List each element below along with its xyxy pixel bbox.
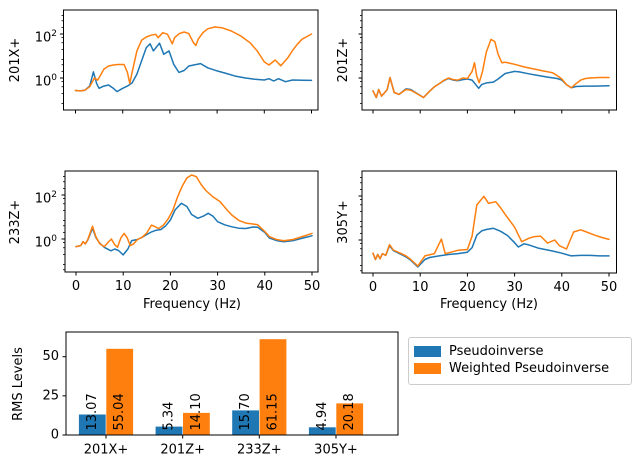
bar-pseudoinverse [155, 426, 183, 435]
legend-label-weighted-pseudoinverse: Weighted Pseudoinverse [449, 361, 610, 376]
x-tick-label: 50 [601, 280, 618, 295]
bar-value-label: 14.10 [189, 393, 204, 430]
line-series-weighted-pseudoinverse [74, 26, 313, 92]
bar-pseudoinverse [232, 410, 259, 435]
x-tick-label: 30 [209, 279, 226, 294]
ytick-exp: 0 [51, 73, 57, 83]
axes-frame [63, 9, 319, 111]
bar-weighted-pseudoinverse [106, 348, 134, 435]
bar-pseudoinverse [308, 427, 336, 435]
ytick-label-1e2-top: 102 [35, 25, 57, 47]
ytick-label-1e0-mid: 100 [35, 230, 57, 252]
ytick-exp: 2 [51, 29, 57, 39]
x-tick-label: 30 [506, 280, 523, 295]
ylabel-201X: 201X+ [8, 37, 23, 83]
bar-weighted-pseudoinverse [259, 339, 287, 435]
bar-pseudoinverse [78, 414, 106, 435]
bar-value-label: 20.18 [342, 393, 357, 430]
ytick-base: 10 [34, 191, 52, 207]
bar-y-tick-label: 25 [42, 388, 59, 403]
ytick-base: 10 [34, 74, 52, 90]
ytick-label-1e2-mid: 102 [35, 186, 57, 208]
legend-label-pseudoinverse: Pseudoinverse [449, 344, 544, 359]
bar-value-label: 5.34 [162, 402, 177, 431]
ylabel-rms-levels: RMS Levels [11, 347, 26, 421]
axes-frame [361, 9, 617, 111]
bar-weighted-pseudoinverse [183, 412, 210, 435]
legend: Pseudoinverse Weighted Pseudoinverse [408, 337, 632, 385]
x-tick-label: 10 [115, 279, 132, 294]
line-series-weighted-pseudoinverse [372, 38, 610, 99]
ytick-exp: 2 [51, 190, 57, 200]
axes-frame [64, 170, 319, 273]
ytick-label-1e0-top: 100 [35, 69, 57, 91]
bar-y-tick-label: 0 [51, 428, 59, 443]
bar-category-label: 233Z+ [237, 443, 282, 458]
line-series-pseudoinverse [74, 42, 313, 93]
line-series-pseudoinverse [75, 202, 313, 256]
ytick-base: 10 [34, 30, 52, 46]
bar-category-label: 201X+ [84, 443, 129, 458]
line-series-weighted-pseudoinverse [372, 195, 610, 267]
ytick-base: 10 [34, 235, 52, 251]
x-tick-label: 40 [257, 279, 274, 294]
legend-swatch-blue [414, 346, 441, 357]
x-tick-label: 50 [304, 279, 321, 294]
bar-value-label: 61.15 [266, 393, 281, 430]
bar-category-label: 201Z+ [160, 443, 205, 458]
ytick-exp: 0 [51, 234, 57, 244]
axes-frame-bar [65, 331, 399, 436]
bar-category-label: 305Y+ [314, 443, 358, 458]
axes-frame [361, 170, 617, 274]
bar-value-label: 4.94 [315, 402, 330, 431]
bar-value-label: 15.70 [238, 393, 253, 430]
x-tick-label: 20 [162, 279, 179, 294]
xlabel-frequency-left: Frequency (Hz) [142, 297, 242, 312]
x-tick-label: 10 [412, 280, 429, 295]
ylabel-305Y: 305Y+ [336, 200, 351, 244]
ylabel-201Z: 201Z+ [336, 37, 351, 83]
legend-item-pseudoinverse: Pseudoinverse [414, 343, 631, 360]
x-tick-label: 0 [369, 280, 377, 295]
x-tick-label: 0 [72, 279, 80, 294]
ylabel-233Z: 233Z+ [8, 199, 23, 245]
x-tick-label: 20 [459, 280, 476, 295]
bar-y-tick-label: 50 [42, 349, 59, 364]
bar-value-label: 13.07 [85, 393, 100, 430]
bar-value-label: 55.04 [112, 393, 127, 430]
bar-weighted-pseudoinverse [336, 403, 364, 435]
x-tick-label: 40 [554, 280, 571, 295]
xlabel-frequency-right: Frequency (Hz) [439, 297, 539, 312]
line-series-weighted-pseudoinverse [75, 174, 313, 249]
legend-swatch-orange [414, 363, 441, 374]
line-series-pseudoinverse [372, 227, 610, 268]
line-series-pseudoinverse [372, 70, 610, 99]
legend-item-weighted-pseudoinverse: Weighted Pseudoinverse [414, 360, 631, 377]
